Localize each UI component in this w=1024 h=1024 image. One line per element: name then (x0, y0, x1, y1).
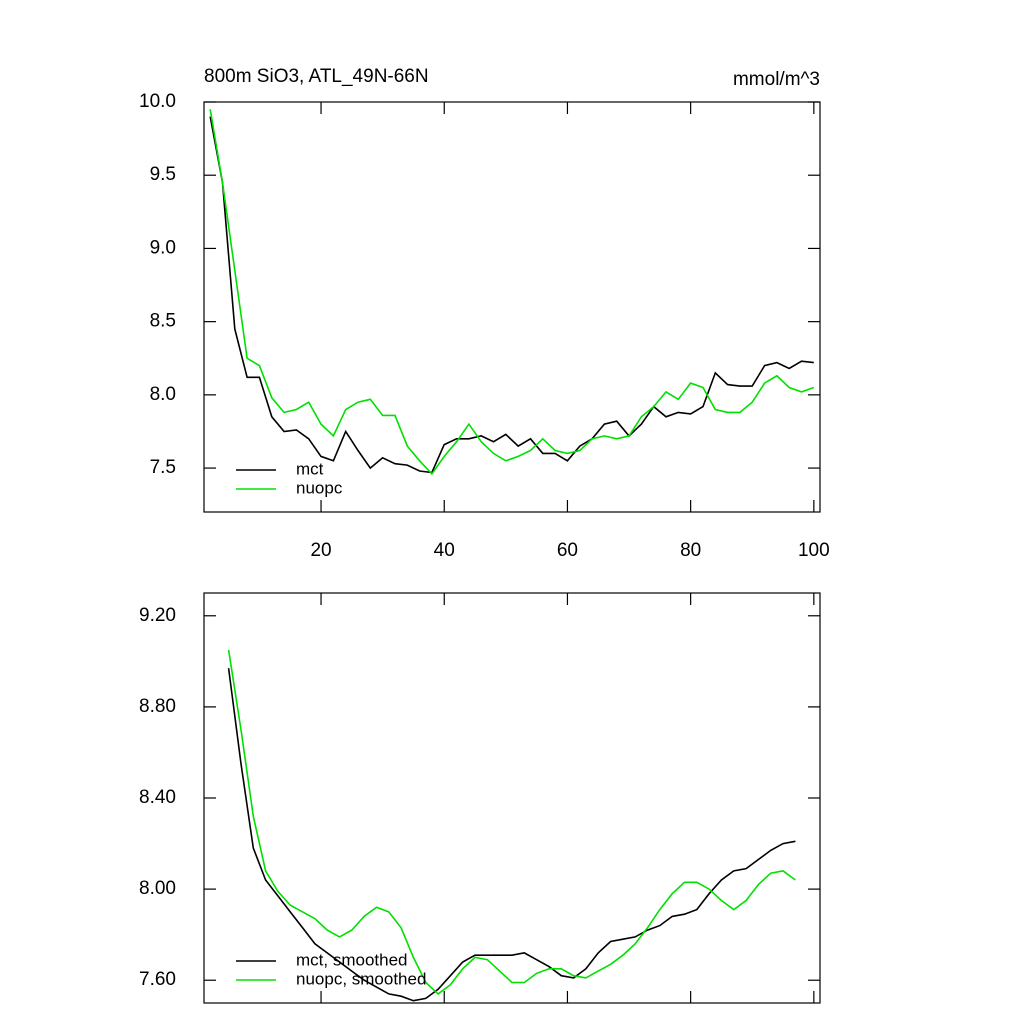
y-tick-label: 8.0 (150, 384, 176, 405)
legend-label: nuopc (296, 478, 343, 497)
x-tick-label: 60 (557, 540, 578, 561)
data-line (209, 109, 815, 476)
y-tick-label: 9.20 (139, 605, 176, 626)
legend-label: nuopc, smoothed (296, 969, 426, 988)
y-tick-label: 8.00 (139, 878, 176, 899)
y-tick-label: 8.80 (139, 696, 176, 717)
data-line (227, 649, 796, 995)
y-tick-label: 8.40 (139, 787, 176, 808)
legend-label: mct, smoothed (296, 950, 408, 969)
chart-title: 800m SiO3, ATL_49N-66N (204, 66, 429, 87)
y-tick-label: 9.5 (150, 164, 176, 185)
x-tick-label: 20 (310, 540, 331, 561)
x-tick-label: 80 (680, 540, 701, 561)
y-tick-label: 10.0 (139, 91, 176, 112)
y-tick-label: 8.5 (150, 311, 176, 332)
units-label: mmol/m^3 (733, 69, 820, 90)
legend-label: mct (296, 459, 324, 478)
y-tick-label: 7.60 (139, 969, 176, 990)
data-line (209, 116, 814, 474)
x-tick-label: 100 (798, 540, 830, 561)
y-tick-label: 9.0 (150, 237, 176, 258)
plot-frame (203, 101, 821, 513)
y-tick-label: 7.5 (150, 457, 176, 478)
data-line (227, 668, 796, 1002)
x-tick-label: 40 (434, 540, 455, 561)
plot-frame (203, 592, 821, 1004)
